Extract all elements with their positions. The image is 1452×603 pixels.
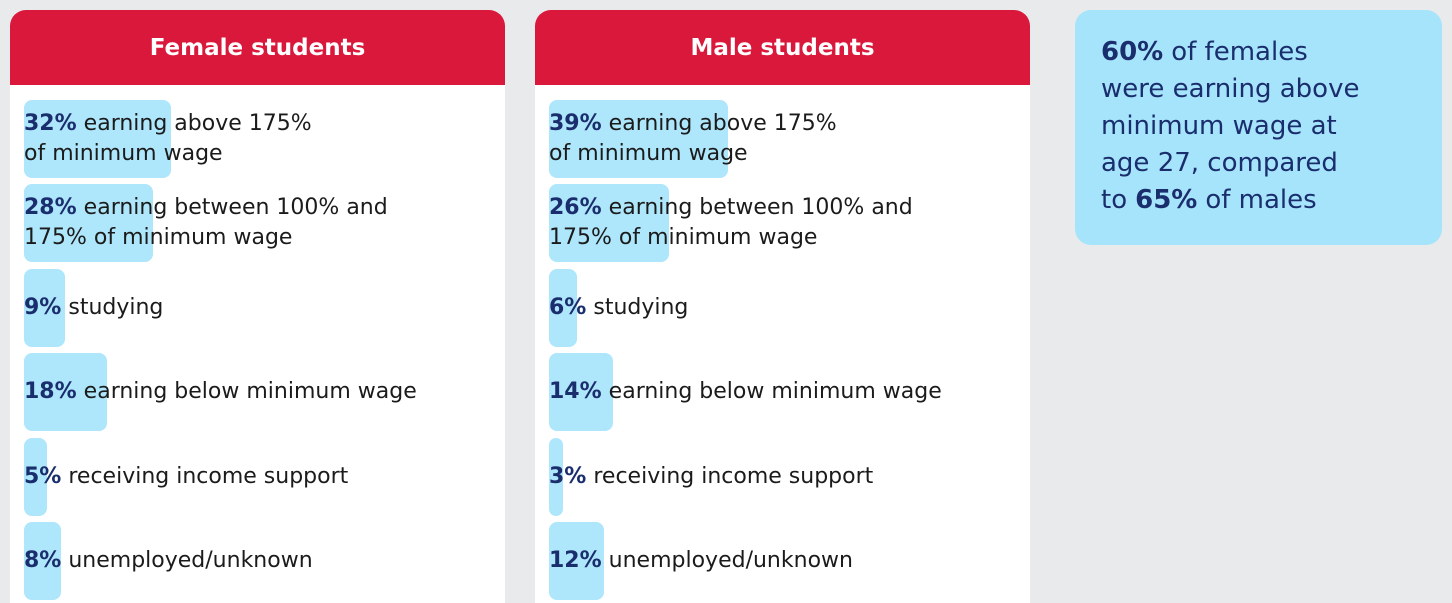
- category-label: studying: [593, 294, 689, 320]
- row: 9% studying: [24, 268, 499, 347]
- bar: [24, 353, 107, 432]
- value-label: 9%: [24, 294, 62, 320]
- row-text: 18% earning below minimum wage: [24, 353, 417, 431]
- value-label: 28%: [24, 195, 77, 221]
- row: 8% unemployed/unknown: [24, 522, 499, 600]
- category-label: earning above 175%: [83, 111, 312, 136]
- row: 12% unemployed/unknown: [549, 522, 1024, 600]
- callout-text: to: [1101, 185, 1128, 215]
- row-line: 8% unemployed/unknown: [24, 546, 313, 576]
- row-text: 5% receiving income support: [24, 438, 348, 516]
- value-label: 5%: [24, 463, 62, 489]
- row-line: 5% receiving income support: [24, 462, 348, 492]
- row-line: 32% earning above 175%: [24, 109, 312, 139]
- row-text: 6% studying: [549, 269, 688, 347]
- value-label: 39%: [549, 111, 602, 136]
- bar: [549, 353, 614, 432]
- row-text: 14% earning below minimum wage: [549, 353, 942, 431]
- value-label: 14%: [549, 379, 602, 405]
- row-line: 175% of minimum wage: [549, 223, 913, 253]
- row: 32% earning above 175% of minimum wage: [24, 100, 499, 178]
- row: 3% receiving income support: [549, 437, 1024, 516]
- category-label: earning between 100% and: [83, 195, 388, 221]
- row-line: 6% studying: [549, 293, 688, 323]
- bar: [549, 522, 605, 600]
- bar: [549, 100, 729, 178]
- callout-text: of females: [1171, 37, 1308, 67]
- category-label: 175% of minimum wage: [549, 225, 818, 251]
- card-title: Male students: [535, 10, 1030, 85]
- value-label: 12%: [549, 548, 602, 573]
- value-label: 26%: [549, 195, 602, 221]
- row-text: 8% unemployed/unknown: [24, 522, 313, 600]
- bar: [24, 522, 61, 600]
- value-label: 6%: [549, 294, 587, 320]
- row-text: 32% earning above 175% of minimum wage: [24, 100, 312, 178]
- callout-text: of males: [1205, 185, 1317, 215]
- row-line: 39% earning above 175%: [549, 109, 837, 139]
- row-line: 175% of minimum wage: [24, 223, 388, 253]
- category-label: of minimum wage: [24, 141, 223, 166]
- callout-line: to 65% of males: [1101, 182, 1416, 219]
- row-line: 26% earning between 100% and: [549, 193, 913, 223]
- row-line: of minimum wage: [24, 139, 312, 169]
- category-label: unemployed/unknown: [608, 548, 853, 573]
- callout-line: were earning above: [1101, 71, 1416, 108]
- row-line: 18% earning below minimum wage: [24, 377, 417, 407]
- category-label: earning above 175%: [608, 111, 837, 136]
- callout-text: minimum wage at: [1101, 111, 1337, 141]
- category-label: receiving income support: [68, 463, 349, 489]
- callout-line: 60% of females: [1101, 34, 1416, 71]
- category-label: of minimum wage: [549, 141, 748, 166]
- row-line: of minimum wage: [549, 139, 837, 169]
- category-label: earning below minimum wage: [83, 379, 417, 405]
- row-line: 9% studying: [24, 293, 163, 323]
- row-line: 12% unemployed/unknown: [549, 546, 853, 576]
- bar: [24, 184, 153, 263]
- row: 26% earning between 100% and 175% of minim…: [549, 184, 1024, 263]
- callout-line: minimum wage at: [1101, 108, 1416, 145]
- bar: [24, 268, 66, 347]
- row: 6% studying: [549, 268, 1024, 347]
- row-line: 3% receiving income support: [549, 462, 873, 492]
- category-label: studying: [68, 294, 164, 320]
- category-label: receiving income support: [593, 463, 874, 489]
- callout-figure: 60%: [1101, 37, 1164, 67]
- row-text: 39% earning above 175% of minimum wage: [549, 100, 837, 178]
- category-label: unemployed/unknown: [68, 548, 313, 573]
- bar: [24, 100, 172, 178]
- row-text: 26% earning between 100% and 175% of minim…: [549, 184, 913, 262]
- value-label: 32%: [24, 111, 77, 136]
- row: 28% earning between 100% and 175% of minim…: [24, 184, 499, 263]
- callout-text: age 27, compared: [1101, 148, 1338, 178]
- bar: [24, 437, 47, 516]
- row: 18% earning below minimum wage: [24, 353, 499, 432]
- female-card: Female students 32% earning above 175% of …: [10, 10, 505, 603]
- bar: [549, 184, 669, 263]
- category-label: earning between 100% and: [608, 195, 913, 221]
- row-text: 28% earning between 100% and 175% of minim…: [24, 184, 388, 262]
- bar: [549, 437, 563, 516]
- row-line: 14% earning below minimum wage: [549, 377, 942, 407]
- row: 39% earning above 175% of minimum wage: [549, 100, 1024, 178]
- value-label: 18%: [24, 379, 77, 405]
- callout-text: were earning above: [1101, 74, 1360, 104]
- callout-figure: 65%: [1135, 185, 1198, 215]
- callout-line: age 27, compared: [1101, 145, 1416, 182]
- row-text: 9% studying: [24, 269, 163, 347]
- row: 14% earning below minimum wage: [549, 353, 1024, 432]
- row-text: 3% receiving income support: [549, 438, 873, 516]
- row-text: 12% unemployed/unknown: [549, 522, 853, 600]
- row-line: 28% earning between 100% and: [24, 193, 388, 223]
- card-title: Female students: [10, 10, 505, 85]
- category-label: 175% of minimum wage: [24, 225, 293, 251]
- callout: 60% of females were earning above minimum w…: [1075, 10, 1442, 245]
- value-label: 8%: [24, 548, 62, 573]
- row: 5% receiving income support: [24, 437, 499, 516]
- bar: [549, 268, 577, 347]
- category-label: earning below minimum wage: [608, 379, 942, 405]
- male-card: Male students 39% earning above 175% of mi…: [535, 10, 1030, 603]
- value-label: 3%: [549, 463, 587, 489]
